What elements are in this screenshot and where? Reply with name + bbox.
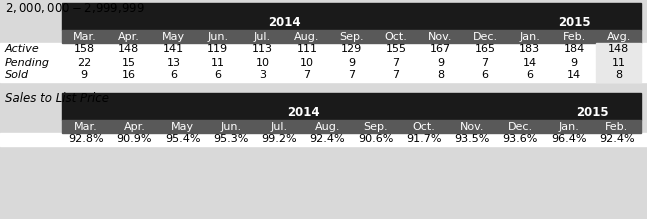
Text: 111: 111 bbox=[296, 44, 318, 55]
Text: Nov.: Nov. bbox=[460, 122, 485, 131]
Text: Jan.: Jan. bbox=[558, 122, 579, 131]
Text: Apr.: Apr. bbox=[118, 32, 140, 41]
Text: 90.6%: 90.6% bbox=[358, 134, 393, 145]
Text: $2,000,000 - $2,999,999: $2,000,000 - $2,999,999 bbox=[5, 1, 145, 15]
Text: Jun.: Jun. bbox=[221, 122, 241, 131]
Text: Feb.: Feb. bbox=[605, 122, 628, 131]
Bar bbox=[0, 133, 647, 146]
Text: 165: 165 bbox=[475, 44, 496, 55]
Text: Mar.: Mar. bbox=[72, 32, 96, 41]
Text: 148: 148 bbox=[608, 44, 630, 55]
Text: 14: 14 bbox=[567, 71, 581, 81]
Text: 129: 129 bbox=[341, 44, 362, 55]
Text: 7: 7 bbox=[393, 58, 400, 67]
Text: 141: 141 bbox=[163, 44, 184, 55]
Text: Mar.: Mar. bbox=[74, 122, 98, 131]
Text: 7: 7 bbox=[348, 71, 355, 81]
Text: 6: 6 bbox=[481, 71, 488, 81]
Text: Jul.: Jul. bbox=[254, 32, 271, 41]
Text: Jul.: Jul. bbox=[270, 122, 288, 131]
Text: Jun.: Jun. bbox=[207, 32, 228, 41]
Bar bbox=[0, 0, 647, 16]
Bar bbox=[0, 69, 647, 82]
Text: 119: 119 bbox=[207, 44, 228, 55]
Text: 22: 22 bbox=[77, 58, 91, 67]
Text: Aug.: Aug. bbox=[314, 122, 340, 131]
Text: Avg.: Avg. bbox=[606, 32, 631, 41]
Text: 8: 8 bbox=[437, 71, 444, 81]
Text: Active: Active bbox=[5, 44, 39, 55]
Text: May: May bbox=[162, 32, 185, 41]
Text: 183: 183 bbox=[519, 44, 540, 55]
Text: 6: 6 bbox=[214, 71, 221, 81]
Bar bbox=[0, 43, 647, 56]
Text: 6: 6 bbox=[526, 71, 533, 81]
Bar bbox=[62, 3, 641, 30]
Text: Aug.: Aug. bbox=[294, 32, 320, 41]
Text: 7: 7 bbox=[303, 71, 311, 81]
Text: Apr.: Apr. bbox=[124, 122, 146, 131]
Text: 2014: 2014 bbox=[269, 16, 301, 30]
Text: 9: 9 bbox=[571, 58, 578, 67]
Text: 2014: 2014 bbox=[287, 106, 320, 120]
Text: Feb.: Feb. bbox=[563, 32, 586, 41]
Text: Jan.: Jan. bbox=[519, 32, 540, 41]
Text: 2015: 2015 bbox=[576, 106, 609, 120]
Bar bbox=[62, 120, 641, 133]
Text: 8: 8 bbox=[615, 71, 622, 81]
Text: Sep.: Sep. bbox=[339, 32, 364, 41]
Text: 93.6%: 93.6% bbox=[503, 134, 538, 145]
Text: 95.4%: 95.4% bbox=[165, 134, 201, 145]
Text: 11: 11 bbox=[611, 58, 626, 67]
Text: 91.7%: 91.7% bbox=[406, 134, 442, 145]
Text: 13: 13 bbox=[166, 58, 181, 67]
Text: Nov.: Nov. bbox=[428, 32, 453, 41]
Text: 3: 3 bbox=[259, 71, 266, 81]
Text: 9: 9 bbox=[437, 58, 444, 67]
Text: Pending: Pending bbox=[5, 58, 50, 67]
Text: Sales to List Price: Sales to List Price bbox=[5, 92, 109, 106]
Text: 113: 113 bbox=[252, 44, 273, 55]
Bar bbox=[0, 56, 647, 69]
Bar bbox=[62, 30, 641, 43]
Text: 155: 155 bbox=[386, 44, 406, 55]
Text: 95.3%: 95.3% bbox=[214, 134, 248, 145]
Text: 92.8%: 92.8% bbox=[69, 134, 104, 145]
Text: 99.2%: 99.2% bbox=[261, 134, 297, 145]
Text: 158: 158 bbox=[74, 44, 95, 55]
Text: 184: 184 bbox=[564, 44, 585, 55]
Text: Oct.: Oct. bbox=[412, 122, 435, 131]
Text: 92.4%: 92.4% bbox=[309, 134, 345, 145]
Text: Sold: Sold bbox=[5, 71, 29, 81]
Text: 90.9%: 90.9% bbox=[116, 134, 152, 145]
Text: 9: 9 bbox=[81, 71, 88, 81]
Bar bbox=[62, 93, 641, 120]
Bar bbox=[597, 56, 641, 69]
Bar bbox=[597, 69, 641, 82]
Text: Sep.: Sep. bbox=[364, 122, 388, 131]
Text: 96.4%: 96.4% bbox=[551, 134, 586, 145]
Text: Oct.: Oct. bbox=[384, 32, 408, 41]
Text: 2015: 2015 bbox=[558, 16, 591, 30]
Text: 15: 15 bbox=[122, 58, 136, 67]
Text: May: May bbox=[171, 122, 194, 131]
Text: Dec.: Dec. bbox=[508, 122, 533, 131]
Text: 7: 7 bbox=[481, 58, 488, 67]
Text: 93.5%: 93.5% bbox=[454, 134, 490, 145]
Text: 10: 10 bbox=[300, 58, 314, 67]
Text: 14: 14 bbox=[523, 58, 537, 67]
Text: 16: 16 bbox=[122, 71, 136, 81]
Text: 9: 9 bbox=[348, 58, 355, 67]
Text: 11: 11 bbox=[211, 58, 225, 67]
Text: 10: 10 bbox=[256, 58, 269, 67]
Text: Dec.: Dec. bbox=[472, 32, 498, 41]
Bar bbox=[597, 43, 641, 56]
Text: 6: 6 bbox=[170, 71, 177, 81]
Text: 167: 167 bbox=[430, 44, 451, 55]
Text: 148: 148 bbox=[118, 44, 140, 55]
Text: 92.4%: 92.4% bbox=[599, 134, 635, 145]
Text: 7: 7 bbox=[393, 71, 400, 81]
